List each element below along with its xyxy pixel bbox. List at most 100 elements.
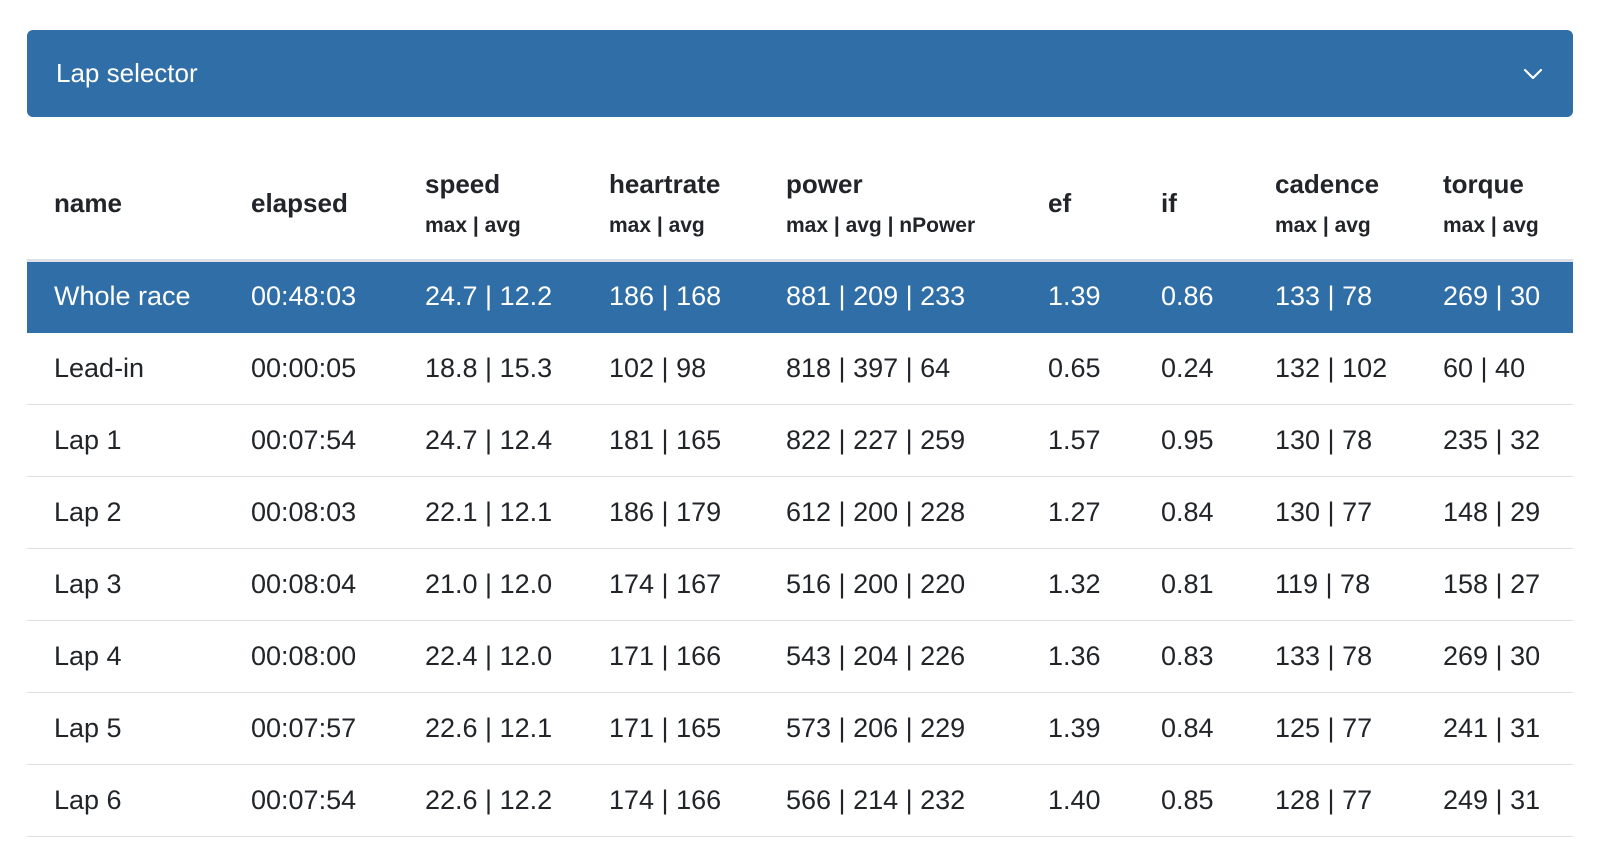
cell-torque: 148 | 29 [1416,476,1573,549]
table-row[interactable]: Lead-in 00:00:05 18.8 | 15.3 102 | 98 818 | … [27,332,1573,405]
cell-speed: 22.4 | 12.0 [398,620,582,693]
cell-torque: 249 | 31 [1416,764,1573,837]
cell-ef: 1.39 [1021,692,1134,765]
cell-torque: 269 | 30 [1416,260,1573,333]
table-row[interactable]: Lap 4 00:08:00 22.4 | 12.0 171 | 166 543 | 2… [27,620,1573,693]
cell-elapsed: 00:07:54 [224,404,398,477]
column-header-speed: speed max | avg [398,149,582,262]
cell-heartrate: 174 | 167 [582,548,759,621]
column-header-label: name [54,188,122,219]
column-header-label: power [786,169,863,200]
cell-cadence: 133 | 78 [1248,260,1416,333]
column-header-label: heartrate [609,169,721,200]
cell-elapsed: 00:48:03 [224,260,398,333]
cell-power: 516 | 200 | 220 [759,548,1021,621]
cell-if: 0.81 [1134,548,1248,621]
cell-name: Lap 6 [27,764,224,837]
table-row[interactable]: Lap 1 00:07:54 24.7 | 12.4 181 | 165 822 | 2… [27,404,1573,477]
table-row[interactable]: Lap 6 00:07:54 22.6 | 12.2 174 | 166 566 | 2… [27,764,1573,837]
cell-elapsed: 00:08:03 [224,476,398,549]
cell-cadence: 130 | 78 [1248,404,1416,477]
table-body: Whole race 00:48:03 24.7 | 12.2 186 | 168 88… [27,260,1573,837]
cell-power: 822 | 227 | 259 [759,404,1021,477]
cell-cadence: 119 | 78 [1248,548,1416,621]
column-header-ef: ef [1021,149,1134,262]
cell-ef: 1.57 [1021,404,1134,477]
cell-power: 612 | 200 | 228 [759,476,1021,549]
column-header-label: elapsed [251,188,348,219]
laps-table: name elapsed speed max | avg heartrate max | … [27,149,1573,837]
cell-heartrate: 171 | 165 [582,692,759,765]
cell-name: Lap 5 [27,692,224,765]
cell-if: 0.85 [1134,764,1248,837]
lap-panel: Lap selector name elapsed speed max | avg he… [27,30,1573,837]
cell-torque: 269 | 30 [1416,620,1573,693]
cell-if: 0.83 [1134,620,1248,693]
column-header-cadence: cadence max | avg [1248,149,1416,262]
cell-power: 818 | 397 | 64 [759,332,1021,405]
column-header-label: ef [1048,188,1072,219]
cell-if: 0.95 [1134,404,1248,477]
cell-speed: 24.7 | 12.4 [398,404,582,477]
cell-heartrate: 174 | 166 [582,764,759,837]
chevron-down-icon [1523,68,1543,79]
cell-elapsed: 00:08:04 [224,548,398,621]
cell-speed: 22.1 | 12.1 [398,476,582,549]
column-header-if: if [1134,149,1248,262]
cell-if: 0.84 [1134,692,1248,765]
cell-name: Lap 1 [27,404,224,477]
column-header-heartrate: heartrate max | avg [582,149,759,262]
cell-if: 0.84 [1134,476,1248,549]
column-header-subtitle: max | avg [425,214,521,238]
cell-cadence: 130 | 77 [1248,476,1416,549]
lap-selector-label: Lap selector [56,58,198,88]
cell-heartrate: 186 | 179 [582,476,759,549]
cell-speed: 22.6 | 12.1 [398,692,582,765]
cell-if: 0.24 [1134,332,1248,405]
cell-ef: 1.40 [1021,764,1134,837]
cell-torque: 241 | 31 [1416,692,1573,765]
column-header-subtitle: max | avg [1275,214,1371,238]
cell-speed: 22.6 | 12.2 [398,764,582,837]
table-row[interactable]: Lap 2 00:08:03 22.1 | 12.1 186 | 179 612 | 2… [27,476,1573,549]
cell-power: 566 | 214 | 232 [759,764,1021,837]
cell-power: 881 | 209 | 233 [759,260,1021,333]
cell-ef: 1.39 [1021,260,1134,333]
column-header-elapsed: elapsed [224,149,398,262]
cell-heartrate: 102 | 98 [582,332,759,405]
cell-name: Lap 2 [27,476,224,549]
table-row[interactable]: Lap 3 00:08:04 21.0 | 12.0 174 | 167 516 | 2… [27,548,1573,621]
cell-heartrate: 171 | 166 [582,620,759,693]
column-header-subtitle: max | avg | nPower [786,214,976,238]
column-header-label: if [1161,188,1177,219]
cell-heartrate: 186 | 168 [582,260,759,333]
cell-heartrate: 181 | 165 [582,404,759,477]
cell-cadence: 132 | 102 [1248,332,1416,405]
cell-name: Lap 4 [27,620,224,693]
table-row-selected[interactable]: Whole race 00:48:03 24.7 | 12.2 186 | 168 88… [27,260,1573,333]
column-header-label: speed [425,169,501,200]
table-row[interactable]: Lap 5 00:07:57 22.6 | 12.1 171 | 165 573 | 2… [27,692,1573,765]
cell-name: Whole race [27,260,224,333]
cell-power: 543 | 204 | 226 [759,620,1021,693]
column-header-subtitle: max | avg [609,214,705,238]
column-header-label: cadence [1275,169,1380,200]
column-header-torque: torque max | avg [1416,149,1573,262]
cell-torque: 235 | 32 [1416,404,1573,477]
column-header-power: power max | avg | nPower [759,149,1021,262]
table-header-row: name elapsed speed max | avg heartrate max | … [27,149,1573,262]
cell-ef: 1.27 [1021,476,1134,549]
lap-selector-toggle[interactable]: Lap selector [27,30,1573,117]
cell-speed: 24.7 | 12.2 [398,260,582,333]
cell-speed: 18.8 | 15.3 [398,332,582,405]
cell-cadence: 125 | 77 [1248,692,1416,765]
cell-if: 0.86 [1134,260,1248,333]
column-header-name: name [27,149,224,262]
cell-power: 573 | 206 | 229 [759,692,1021,765]
cell-speed: 21.0 | 12.0 [398,548,582,621]
cell-elapsed: 00:07:54 [224,764,398,837]
cell-elapsed: 00:07:57 [224,692,398,765]
cell-name: Lap 3 [27,548,224,621]
column-header-label: torque [1443,169,1524,200]
cell-torque: 60 | 40 [1416,332,1573,405]
